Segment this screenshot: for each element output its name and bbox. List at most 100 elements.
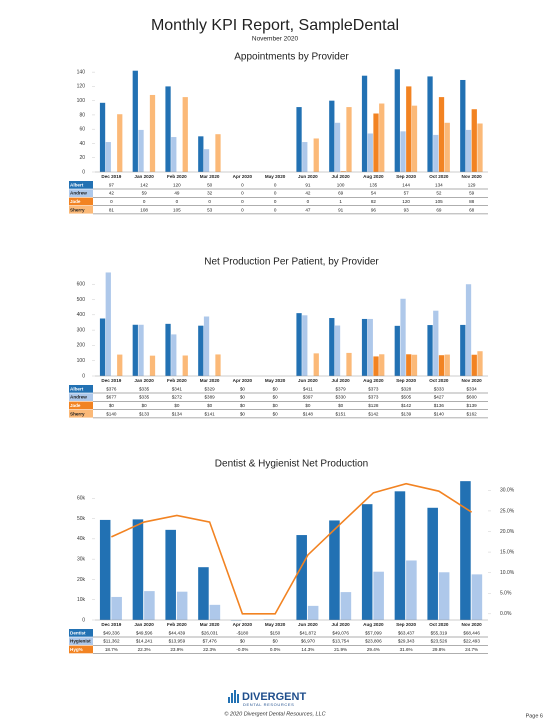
table-cell: $0 xyxy=(240,403,246,408)
bar xyxy=(307,605,319,620)
y-tick-label: 120 xyxy=(77,84,86,90)
table-cell: 142 xyxy=(140,182,148,187)
bar xyxy=(373,571,384,620)
table-cell: $330 xyxy=(336,395,347,400)
x-tick-label: Dec 2019 xyxy=(101,622,121,627)
x-tick-label: Sep 2020 xyxy=(396,378,416,383)
table-cell: $13,959 xyxy=(169,639,186,644)
table-cell: $0 xyxy=(273,403,279,408)
page-number: Page 6 xyxy=(526,713,543,719)
y-tick-label: 500 xyxy=(77,297,86,303)
bar xyxy=(165,529,176,620)
legend-swatch xyxy=(69,637,93,645)
table-cell: 0 xyxy=(274,199,277,204)
bar xyxy=(433,134,439,172)
table-cell: $49,336 xyxy=(103,630,120,635)
bar xyxy=(373,113,379,172)
table-cell: $142 xyxy=(401,403,412,408)
bar xyxy=(438,572,450,620)
table-cell: $0 xyxy=(273,386,279,391)
legend-swatch xyxy=(69,205,93,214)
table-cell: 105 xyxy=(435,199,443,204)
table-cell: $55,319 xyxy=(431,630,448,635)
bar xyxy=(105,142,111,172)
bar xyxy=(132,324,138,376)
table-cell: -$180 xyxy=(237,630,249,635)
y-tick-label: 140 xyxy=(77,69,86,75)
bar xyxy=(215,134,221,172)
table-cell: 91 xyxy=(338,207,344,212)
legend-label: Jade xyxy=(70,403,81,408)
chart-title: Dentist & Hygienist Net Production xyxy=(215,459,368,470)
bar xyxy=(340,592,352,620)
table-cell: $505 xyxy=(401,395,412,400)
table-cell: $389 xyxy=(205,395,216,400)
table-cell: 0 xyxy=(110,199,113,204)
bar xyxy=(406,86,412,172)
bar xyxy=(329,100,335,172)
x-tick-label: Jan 2020 xyxy=(134,622,154,627)
x-tick-label: Jan 2020 xyxy=(134,378,154,383)
bar xyxy=(313,138,319,172)
table-cell: 88 xyxy=(469,199,475,204)
x-tick-label: Apr 2020 xyxy=(233,378,253,383)
table-cell: $373 xyxy=(368,386,379,391)
bar xyxy=(99,102,106,172)
table-cell: $328 xyxy=(401,386,412,391)
table-cell: 57 xyxy=(404,191,410,196)
legend-swatch xyxy=(69,181,93,189)
table-cell: 97 xyxy=(109,182,115,187)
table-cell: $677 xyxy=(106,395,117,400)
x-tick-label: Aug 2020 xyxy=(363,378,384,383)
bar xyxy=(373,356,379,376)
table-cell: $0 xyxy=(273,639,279,644)
bar xyxy=(346,352,352,376)
y-tick-label: 40k xyxy=(77,536,86,542)
table-cell: $0 xyxy=(207,403,213,408)
table-cell: $0 xyxy=(109,403,115,408)
bar xyxy=(296,535,307,620)
table-cell: $44,439 xyxy=(169,630,186,635)
table-cell: $151 xyxy=(336,411,347,416)
table-cell: 93 xyxy=(404,207,410,212)
x-tick-label: Jul 2020 xyxy=(332,174,351,179)
table-cell: 105 xyxy=(173,207,181,212)
bar xyxy=(296,107,302,172)
table-cell: 14.3% xyxy=(301,647,314,652)
y-tick-label: 80 xyxy=(79,112,85,118)
bar xyxy=(111,596,122,620)
x-tick-label: Feb 2020 xyxy=(167,378,187,383)
report-subtitle: November 2020 xyxy=(252,36,299,43)
y-tick-label: 60k xyxy=(77,496,86,502)
table-cell: $7,476 xyxy=(203,639,217,644)
table-cell: 29.4% xyxy=(367,647,380,652)
table-cell: 69 xyxy=(436,207,442,212)
bar xyxy=(138,324,144,376)
table-cell: $0 xyxy=(240,395,246,400)
table-cell: 0 xyxy=(274,207,277,212)
bar xyxy=(209,604,221,620)
table-cell: 134 xyxy=(435,182,443,187)
table-cell: 0 xyxy=(241,191,244,196)
table-cell: 0 xyxy=(274,191,277,196)
x-tick-label: Nov 2020 xyxy=(462,378,483,383)
legend-swatch xyxy=(69,409,93,418)
table-cell: 68 xyxy=(469,207,475,212)
table-cell: 108 xyxy=(140,207,148,212)
bar xyxy=(444,122,450,172)
x-tick-label: Nov 2020 xyxy=(462,174,483,179)
y-tick-label: 600 xyxy=(77,282,86,288)
legend-label: Albert xyxy=(70,386,84,391)
table-cell: 82 xyxy=(371,199,377,204)
table-cell: $142 xyxy=(368,411,379,416)
legend-label: Jade xyxy=(70,199,81,204)
table-cell: $379 xyxy=(336,386,347,391)
x-tick-label: Sep 2020 xyxy=(396,174,416,179)
y-tick-label: 0 xyxy=(82,169,85,175)
bar xyxy=(394,325,400,376)
bar xyxy=(411,354,418,376)
y2-tick-label: 5.0% xyxy=(500,591,512,597)
x-tick-label: Dec 2019 xyxy=(101,174,121,179)
bar xyxy=(198,325,204,376)
table-cell: 135 xyxy=(370,182,378,187)
